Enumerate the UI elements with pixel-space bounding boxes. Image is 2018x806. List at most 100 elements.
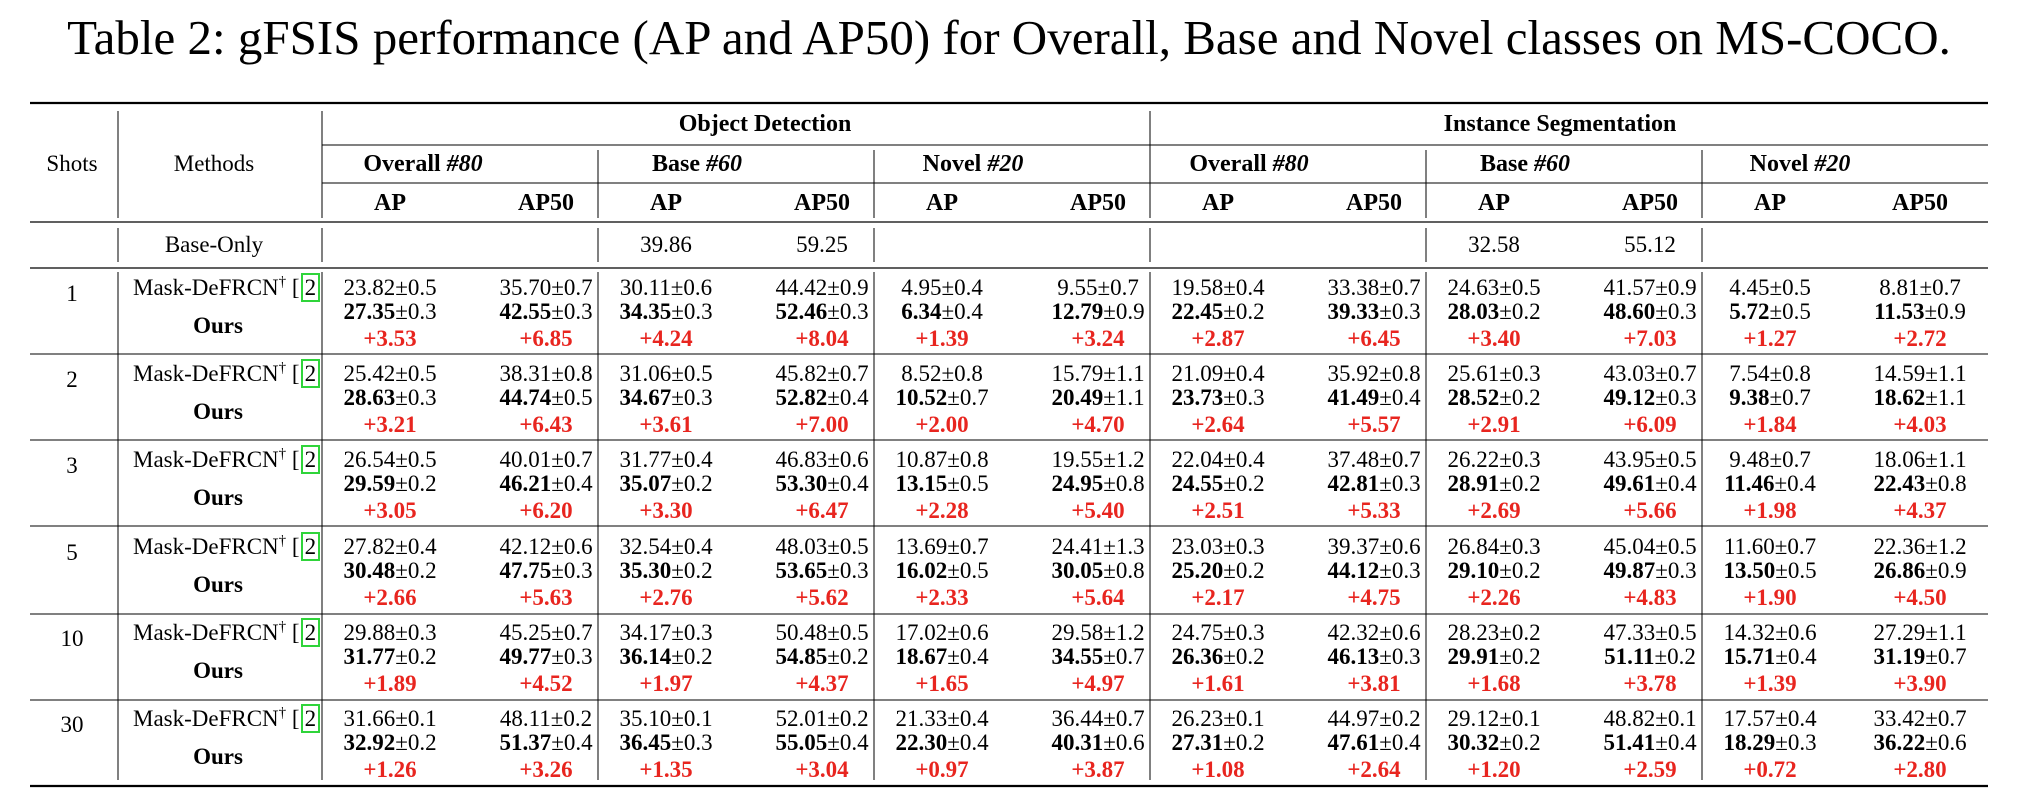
baseline-value: 30.11±0.6 <box>620 274 712 302</box>
metric-mean: 29.12 <box>1447 706 1500 731</box>
metric-mean: 51.11 <box>1604 644 1655 669</box>
citation-link[interactable]: 2 <box>300 618 321 647</box>
metric-mean: 31.77 <box>343 644 396 669</box>
metric-std: 1.2 <box>1937 534 1967 559</box>
baseline-value: 52.01±0.2 <box>775 705 868 733</box>
metric-mean: 51.37 <box>499 730 552 755</box>
group-name: Novel <box>1749 151 1809 177</box>
improvement-value: +3.90 <box>1893 671 1947 696</box>
ours-value: 28.63±0.3 <box>343 384 436 412</box>
baseline-value: 14.32±0.6 <box>1723 619 1816 647</box>
metric-mean: 38.31 <box>499 361 552 386</box>
method-name: Mask-DeFRCN <box>133 620 279 645</box>
citation-link[interactable]: 2 <box>300 273 321 302</box>
citation-link[interactable]: 2 <box>300 359 321 388</box>
metric-mean: 34.17 <box>619 620 672 645</box>
improvement-value: +1.27 <box>1743 326 1797 351</box>
plus-minus: ± <box>1925 447 1938 472</box>
baseline-value: 34.17±0.3 <box>619 619 712 647</box>
ours-value: 20.49±1.1 <box>1051 384 1144 412</box>
ours-value: 13.15±0.5 <box>895 470 988 498</box>
plus-minus: ± <box>1103 299 1116 324</box>
plus-minus: ± <box>1924 299 1938 324</box>
metric-mean: 8.52 <box>901 361 942 386</box>
metric-mean: 22.43 <box>1873 471 1926 496</box>
shot-number: 2 <box>66 367 78 392</box>
improvement-value: +2.72 <box>1893 326 1947 351</box>
metric-std: 0.2 <box>1235 558 1265 583</box>
metric-mean: 27.29 <box>1873 620 1926 645</box>
citation-link[interactable]: 2 <box>300 445 321 474</box>
metric-mean: 9.38 <box>1729 385 1770 410</box>
plus-minus: ± <box>1925 620 1938 645</box>
baseline-value: 9.55±0.7 <box>1057 274 1139 302</box>
metric-header-ap: AP <box>374 190 406 216</box>
baseline-value: 45.04±0.5 <box>1603 533 1696 561</box>
ours-value: 29.59±0.2 <box>343 470 436 498</box>
metric-std: 0.7 <box>1391 275 1421 300</box>
metric-mean: 48.82 <box>1603 706 1656 731</box>
plus-minus: ± <box>1775 620 1788 645</box>
plus-minus: ± <box>1654 644 1668 669</box>
metric-std: 0.5 <box>1667 447 1697 472</box>
plus-minus: ± <box>1655 385 1668 410</box>
metric-mean: 22.45 <box>1171 299 1224 324</box>
plus-minus: ± <box>1499 620 1512 645</box>
metric-mean: 11.53 <box>1874 299 1925 324</box>
improvement-value: +2.28 <box>915 498 969 523</box>
plus-minus: ± <box>1655 534 1668 559</box>
ours-value: 6.34±0.4 <box>901 298 983 326</box>
metric-std: 0.4 <box>954 275 983 300</box>
metric-std: 0.2 <box>1511 620 1541 645</box>
plus-minus: ± <box>1223 706 1236 731</box>
metric-std: 0.7 <box>959 534 989 559</box>
metric-std: 0.7 <box>839 361 869 386</box>
baseline-value: 18.06±1.1 <box>1873 446 1966 474</box>
metric-std: 0.2 <box>683 471 713 496</box>
metric-mean: 14.32 <box>1723 620 1776 645</box>
metric-std: 0.5 <box>407 275 437 300</box>
citation-link[interactable]: 2 <box>300 704 321 733</box>
citation-link[interactable]: 2 <box>300 532 321 561</box>
metric-mean: 48.11 <box>499 706 551 731</box>
metric-mean: 16.02 <box>895 558 948 583</box>
metric-std: 0.3 <box>1667 558 1697 583</box>
ours-value: 28.52±0.2 <box>1447 384 1540 412</box>
plus-minus: ± <box>1379 706 1392 731</box>
plus-minus: ± <box>1655 275 1668 300</box>
improvement-value: +3.21 <box>363 412 417 437</box>
baseline-value: 31.06±0.5 <box>619 360 712 388</box>
metric-std: 0.7 <box>1391 447 1421 472</box>
metric-std: 0.5 <box>839 534 869 559</box>
metric-std: 0.7 <box>1110 275 1139 300</box>
metric-header-ap50: AP50 <box>794 190 850 216</box>
baseline-value: 42.12±0.6 <box>499 533 592 561</box>
metric-mean: 4.45 <box>1729 275 1770 300</box>
improvement-value: +0.97 <box>915 757 969 782</box>
plus-minus: ± <box>827 558 840 583</box>
metric-std: 0.4 <box>954 299 983 324</box>
baseline-value: 24.41±1.3 <box>1051 533 1144 561</box>
baseline-value: 4.45±0.5 <box>1729 274 1811 302</box>
improvement-value: +2.26 <box>1467 585 1521 610</box>
metric-mean: 42.12 <box>499 534 552 559</box>
metric-std: 1.2 <box>1115 447 1145 472</box>
ours-value: 39.33±0.3 <box>1327 298 1420 326</box>
metric-std: 0.2 <box>1511 471 1541 496</box>
metric-mean: 46.13 <box>1327 644 1380 669</box>
plus-minus: ± <box>947 730 960 755</box>
metric-mean: 39.37 <box>1327 534 1380 559</box>
metric-mean: 49.61 <box>1603 471 1656 496</box>
metric-mean: 36.44 <box>1051 706 1104 731</box>
group-name: Base <box>1480 151 1528 177</box>
group-header: Overall #80 <box>1189 150 1308 178</box>
ours-value: 42.81±0.3 <box>1327 470 1420 498</box>
metric-std: 0.3 <box>1391 558 1421 583</box>
plus-minus: ± <box>1925 644 1938 669</box>
group-name: Overall <box>363 151 441 177</box>
metric-std: 0.5 <box>407 447 437 472</box>
ours-value: 31.77±0.2 <box>343 643 436 671</box>
metric-std: 0.4 <box>959 730 989 755</box>
metric-mean: 24.95 <box>1051 471 1104 496</box>
improvement-value: +3.24 <box>1071 326 1125 351</box>
